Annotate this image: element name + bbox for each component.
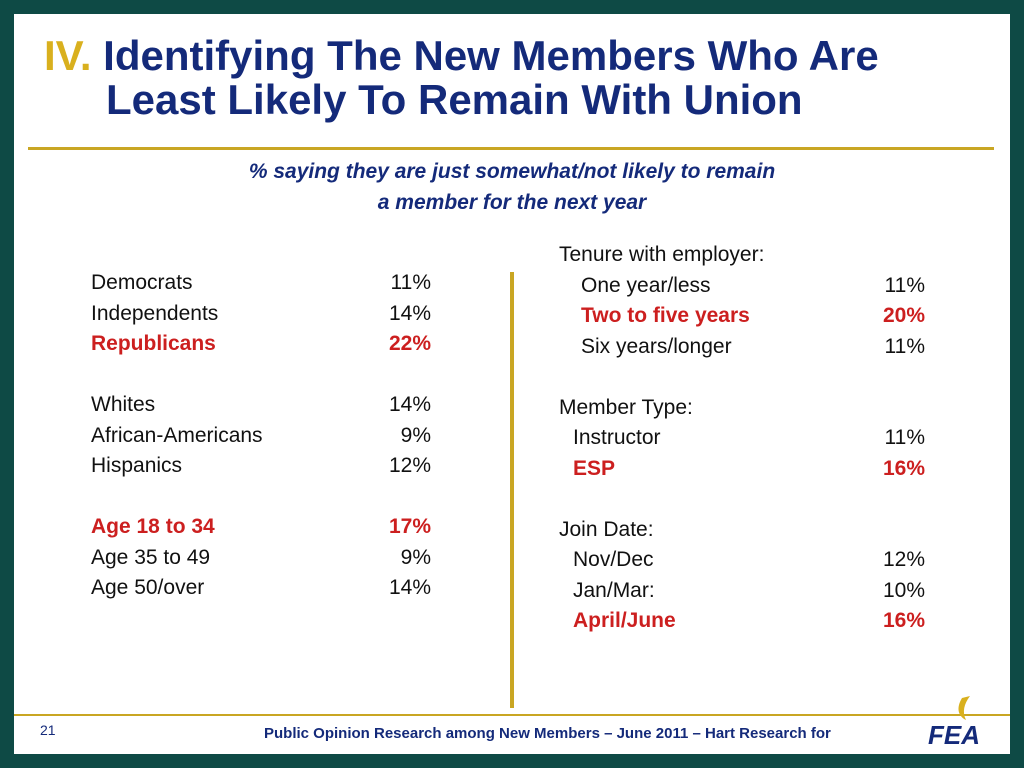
stat-value: 12% — [882, 548, 925, 571]
stat-row-instructor: Instructor 11% — [559, 423, 925, 454]
stat-row-age-18-34: Age 18 to 34 17% — [91, 512, 431, 543]
stat-row-one-year-less: One year/less 11% — [559, 271, 925, 302]
stat-value: 10% — [882, 578, 925, 602]
stat-label: Age 18 to 34 — [91, 515, 215, 538]
stat-value: 11% — [884, 334, 925, 358]
group-heading-member-type: Member Type: — [559, 395, 693, 419]
stat-row-whites: Whites 14% — [91, 390, 431, 421]
page-number: 21 — [40, 722, 56, 738]
stat-label: Age 35 to 49 — [91, 545, 211, 569]
stat-label: April/June — [573, 609, 676, 632]
stat-label: African-Americans — [91, 423, 263, 447]
stat-row-hispanics: Hispanics 12% — [91, 451, 431, 482]
stat-value: 20% — [882, 304, 925, 327]
stat-row-esp: ESP 16% — [559, 454, 925, 485]
slide-title: IV. Identifying The New Members Who Are … — [44, 34, 984, 122]
subtitle-line-1: % saying they are just somewhat/not like… — [248, 160, 776, 183]
stat-label: Two to five years — [581, 304, 750, 327]
stat-value: 11% — [884, 426, 925, 449]
stat-row-republicans: Republicans 22% — [91, 329, 431, 360]
stat-value: 14% — [388, 393, 431, 416]
stat-row-six-years-longer: Six years/longer 11% — [559, 332, 925, 363]
stat-value: 22% — [388, 332, 431, 355]
stat-row-age-50-over: Age 50/over 14% — [91, 573, 431, 604]
stat-value: 9% — [400, 545, 431, 569]
stat-value: 14% — [388, 576, 431, 599]
fea-logo-text: FEA — [928, 720, 980, 750]
stat-label: One year/less — [581, 273, 711, 297]
stat-label: Hispanics — [91, 454, 183, 477]
stat-label: Instructor — [573, 426, 661, 449]
stat-value: 14% — [388, 301, 431, 325]
title-divider — [28, 147, 994, 150]
footer-divider — [14, 714, 1010, 716]
group-heading-join-date: Join Date: — [559, 517, 654, 541]
subtitle-line-2: a member for the next year — [377, 191, 647, 214]
fea-logo-icon: FEA — [928, 696, 980, 750]
column-divider — [510, 272, 514, 708]
stat-label: Republicans — [91, 332, 216, 355]
stat-label: Whites — [91, 393, 156, 416]
stat-value: 9% — [400, 423, 431, 447]
stat-value: 16% — [882, 456, 925, 480]
title-line-2: Least Likely To Remain With Union — [106, 76, 803, 123]
title-line-1: Identifying The New Members Who Are — [103, 32, 879, 79]
stat-label: Democrats — [91, 271, 193, 294]
stat-row-independents: Independents 14% — [91, 299, 431, 330]
stat-label: ESP — [573, 456, 616, 480]
section-number: IV. — [44, 32, 92, 79]
stat-row-april-june: April/June 16% — [559, 606, 925, 637]
stat-value: 11% — [390, 271, 431, 294]
footer-credit: Public Opinion Research among New Member… — [264, 725, 831, 742]
stat-row-age-35-49: Age 35 to 49 9% — [91, 543, 431, 574]
slide-subtitle: % saying they are just somewhat/not like… — [14, 156, 1010, 218]
stat-row-two-to-five-years: Two to five years 20% — [559, 301, 925, 332]
group-heading-tenure: Tenure with employer: — [559, 243, 765, 266]
stat-value: 16% — [882, 609, 925, 632]
stat-label: Nov/Dec — [573, 548, 654, 571]
right-stats-column: Tenure with employer: One year/less 11% … — [559, 240, 925, 637]
left-stats-column: Democrats 11% Independents 14% Republica… — [91, 268, 431, 604]
stat-label: Jan/Mar: — [573, 578, 655, 602]
stat-row-african-americans: African-Americans 9% — [91, 421, 431, 452]
slide: IV. Identifying The New Members Who Are … — [14, 14, 1010, 754]
stat-label: Six years/longer — [581, 334, 732, 358]
stat-value: 17% — [388, 515, 431, 538]
stat-row-nov-dec: Nov/Dec 12% — [559, 545, 925, 576]
stat-label: Independents — [91, 301, 219, 325]
stat-value: 12% — [388, 454, 431, 477]
stat-value: 11% — [884, 273, 925, 297]
stat-label: Age 50/over — [91, 576, 205, 599]
stat-row-jan-mar: Jan/Mar: 10% — [559, 576, 925, 607]
stat-row-democrats: Democrats 11% — [91, 268, 431, 299]
